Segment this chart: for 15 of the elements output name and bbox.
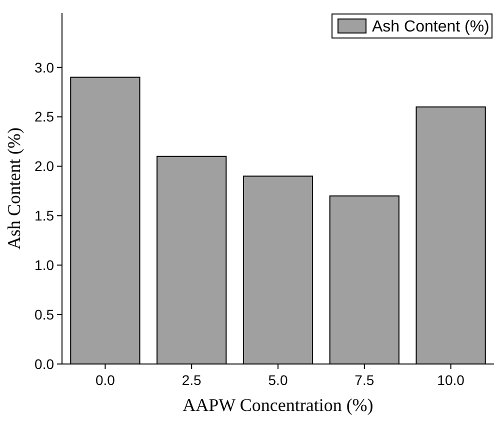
x-axis-title: AAPW Concentration (%) [182, 395, 374, 415]
y-tick-label: 0.0 [34, 356, 54, 372]
x-tick-label: 7.5 [354, 372, 374, 388]
x-tick-label: 2.5 [182, 372, 202, 388]
y-tick-label: 0.5 [34, 306, 54, 322]
legend-label: Ash Content (%) [372, 18, 490, 36]
y-tick-label: 1.0 [34, 257, 54, 274]
x-tick-label: 0.0 [95, 372, 116, 388]
y-tick-label: 2.0 [34, 158, 54, 174]
x-tick-label: 5.0 [268, 372, 288, 388]
y-tick-label: 3.0 [34, 59, 54, 76]
y-tick-label: 1.5 [34, 208, 54, 224]
y-axis-title: Ash Content (%) [4, 128, 24, 250]
y-tick-label: 2.5 [34, 108, 54, 125]
x-tick-label: 10.0 [437, 372, 465, 388]
